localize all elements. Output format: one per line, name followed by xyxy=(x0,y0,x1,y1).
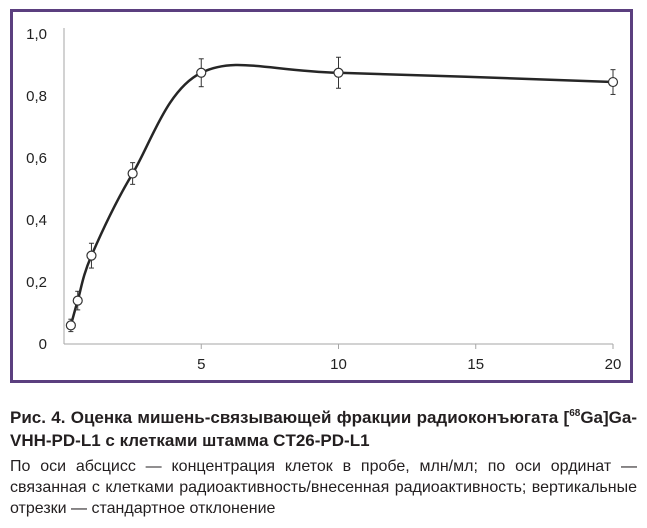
x-tick-label: 20 xyxy=(605,356,622,373)
y-tick-label: 0,6 xyxy=(26,150,47,167)
x-tick-label: 5 xyxy=(197,356,205,373)
y-tick-label: 0,4 xyxy=(26,212,47,229)
y-tick-label: 0,2 xyxy=(26,274,47,291)
figure-caption-title: Рис. 4. Оценка мишень-связывающей фракци… xyxy=(10,406,637,452)
data-point xyxy=(86,250,97,261)
caption-title-prefix: Рис. 4. Оценка мишень-связывающей фракци… xyxy=(10,408,570,427)
data-point xyxy=(127,168,138,179)
figure-caption-note: По оси абсцисс — концентрация клеток в п… xyxy=(10,458,637,517)
y-tick-label: 0,8 xyxy=(26,88,47,105)
data-point xyxy=(333,67,344,78)
y-tick-labels: 0 0,2 0,4 0,6 0,8 1,0 xyxy=(26,26,47,353)
y-tick-label: 0 xyxy=(39,336,47,353)
x-tick-label: 10 xyxy=(330,356,347,373)
data-point xyxy=(65,320,76,331)
chart: 0 0,2 0,4 0,6 0,8 1,0 5 10 15 20 xyxy=(26,26,621,373)
chart-frame: 0 0,2 0,4 0,6 0,8 1,0 5 10 15 20 xyxy=(10,9,633,383)
x-tick-labels: 5 10 15 20 xyxy=(197,344,621,373)
series-line xyxy=(69,63,614,326)
caption-title-superscript: 68 xyxy=(569,408,581,419)
data-point xyxy=(72,295,83,306)
x-tick-label: 15 xyxy=(467,356,484,373)
data-point xyxy=(196,67,207,78)
caption-title-suffix: Ga]Ga-VHH-PD-L1 с клетками штамма CT26-P… xyxy=(10,408,637,450)
data-point xyxy=(607,76,619,88)
data-series xyxy=(65,56,619,333)
y-tick-label: 1,0 xyxy=(26,26,47,43)
